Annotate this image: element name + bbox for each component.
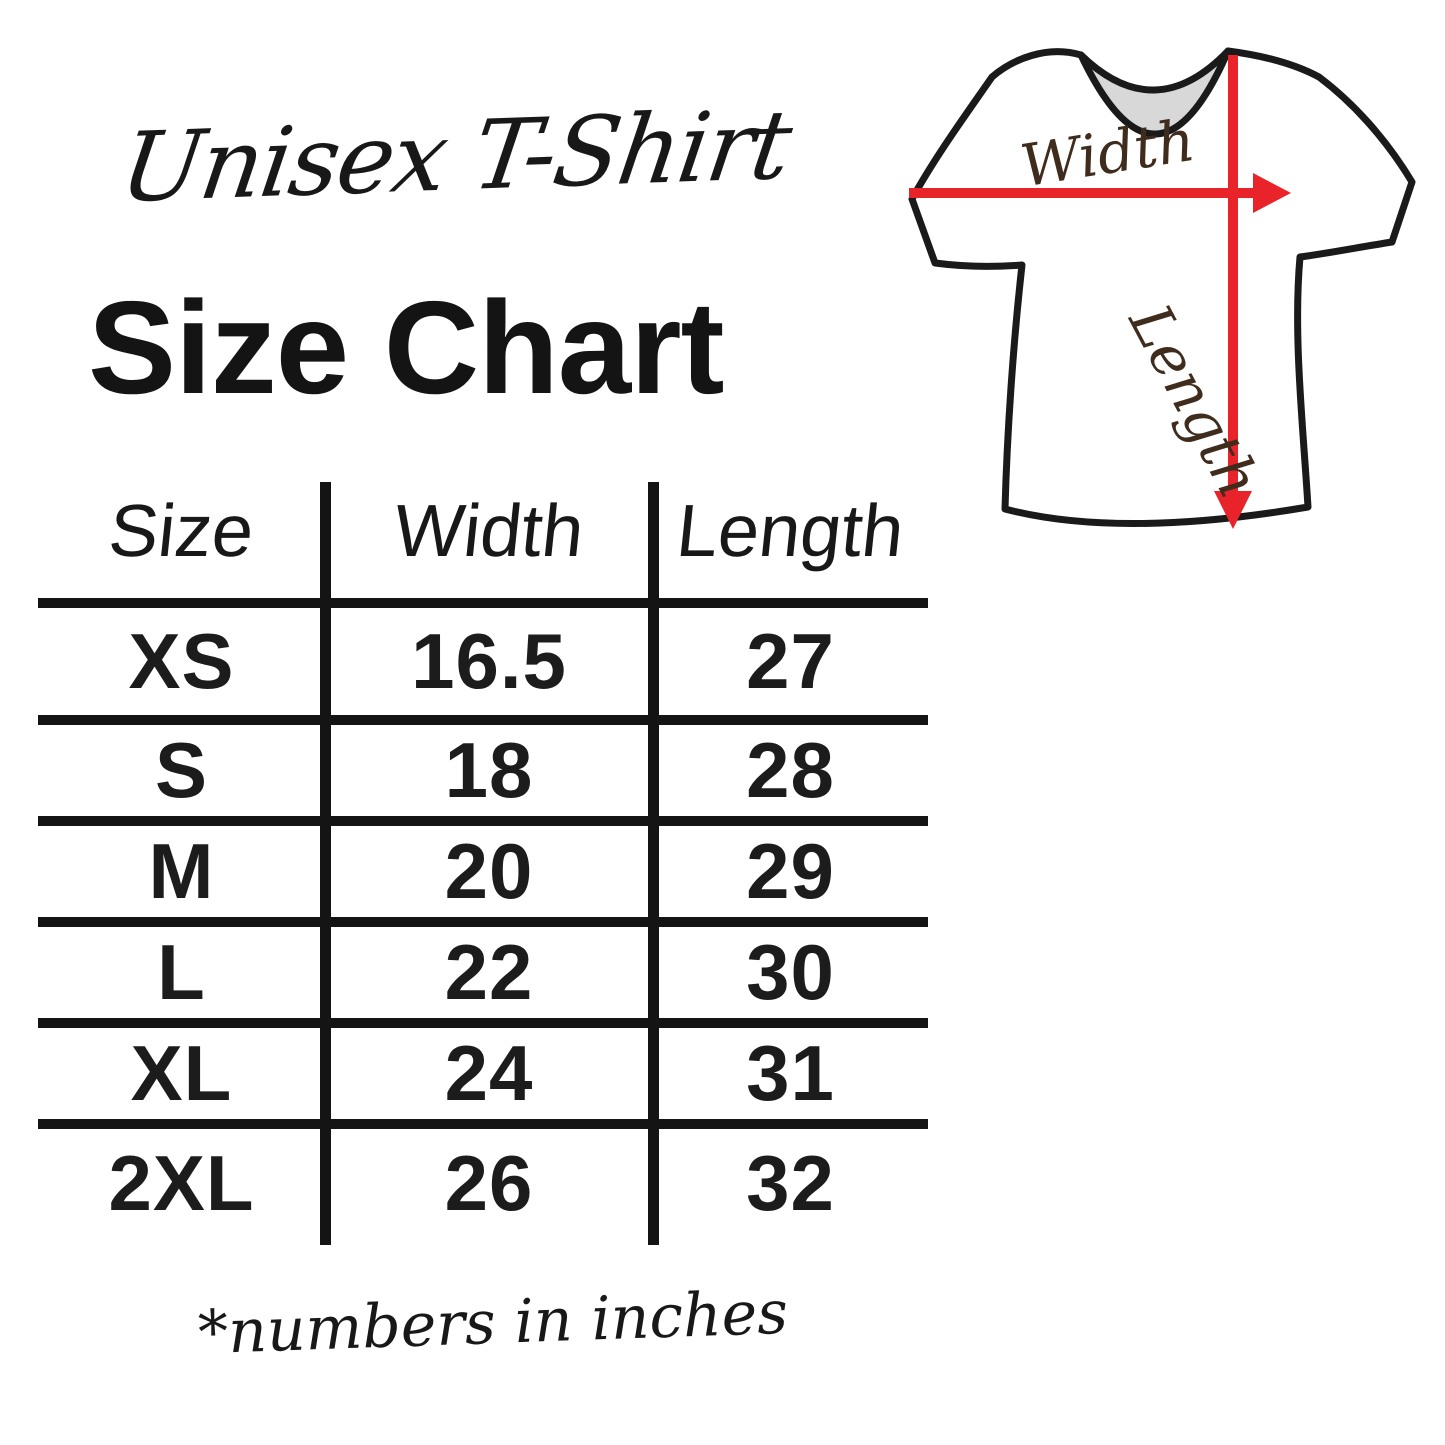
table-row: 2XL 26 32 bbox=[38, 1133, 928, 1233]
table-column-divider bbox=[648, 482, 659, 1245]
width-arrowhead-icon bbox=[1253, 173, 1291, 213]
cell-width: 24 bbox=[444, 1028, 534, 1117]
cell-width: 22 bbox=[444, 927, 534, 1016]
table-horizontal-rule bbox=[38, 715, 928, 725]
cell-length: 31 bbox=[746, 1028, 835, 1117]
table-horizontal-rule bbox=[38, 1018, 928, 1028]
cell-size: M bbox=[148, 826, 215, 915]
table-row: M 20 29 bbox=[38, 821, 928, 921]
size-table: Size Width Length XS 16.5 27 S 18 28 M 2… bbox=[38, 455, 928, 1255]
cell-size: 2XL bbox=[108, 1138, 255, 1227]
column-header-size: Size bbox=[105, 488, 258, 572]
cell-width: 26 bbox=[444, 1138, 534, 1227]
table-row: L 22 30 bbox=[38, 922, 928, 1022]
table-row: XL 24 31 bbox=[38, 1023, 928, 1123]
table-header-row: Size Width Length bbox=[38, 465, 928, 595]
cell-size: S bbox=[154, 725, 209, 814]
length-arrowhead-icon bbox=[1214, 491, 1252, 529]
table-horizontal-rule bbox=[38, 1119, 928, 1129]
column-header-width: Width bbox=[390, 488, 588, 572]
cell-length: 30 bbox=[746, 927, 835, 1016]
page-title: Size Chart bbox=[88, 274, 724, 421]
cell-size: L bbox=[157, 927, 206, 1016]
cell-length: 27 bbox=[746, 616, 835, 705]
table-column-divider bbox=[320, 482, 331, 1245]
table-horizontal-rule bbox=[38, 816, 928, 826]
cell-length: 32 bbox=[746, 1138, 835, 1227]
table-row: XS 16.5 27 bbox=[38, 611, 928, 711]
units-footnote: *numbers in inches bbox=[196, 1277, 789, 1369]
tshirt-diagram: Width Length bbox=[908, 47, 1416, 529]
cell-size: XL bbox=[130, 1028, 233, 1117]
cell-width: 18 bbox=[444, 725, 534, 814]
cell-size: XS bbox=[128, 616, 235, 705]
collar bbox=[1077, 47, 1232, 138]
cell-width: 20 bbox=[444, 826, 534, 915]
cell-length: 28 bbox=[746, 725, 835, 814]
table-horizontal-rule bbox=[38, 598, 928, 608]
table-horizontal-rule bbox=[38, 917, 928, 927]
column-header-length: Length bbox=[672, 488, 909, 572]
cell-length: 29 bbox=[746, 826, 835, 915]
title-script: Unisex T-Shirt bbox=[114, 88, 797, 224]
cell-width: 16.5 bbox=[411, 616, 567, 705]
table-row: S 18 28 bbox=[38, 720, 928, 820]
